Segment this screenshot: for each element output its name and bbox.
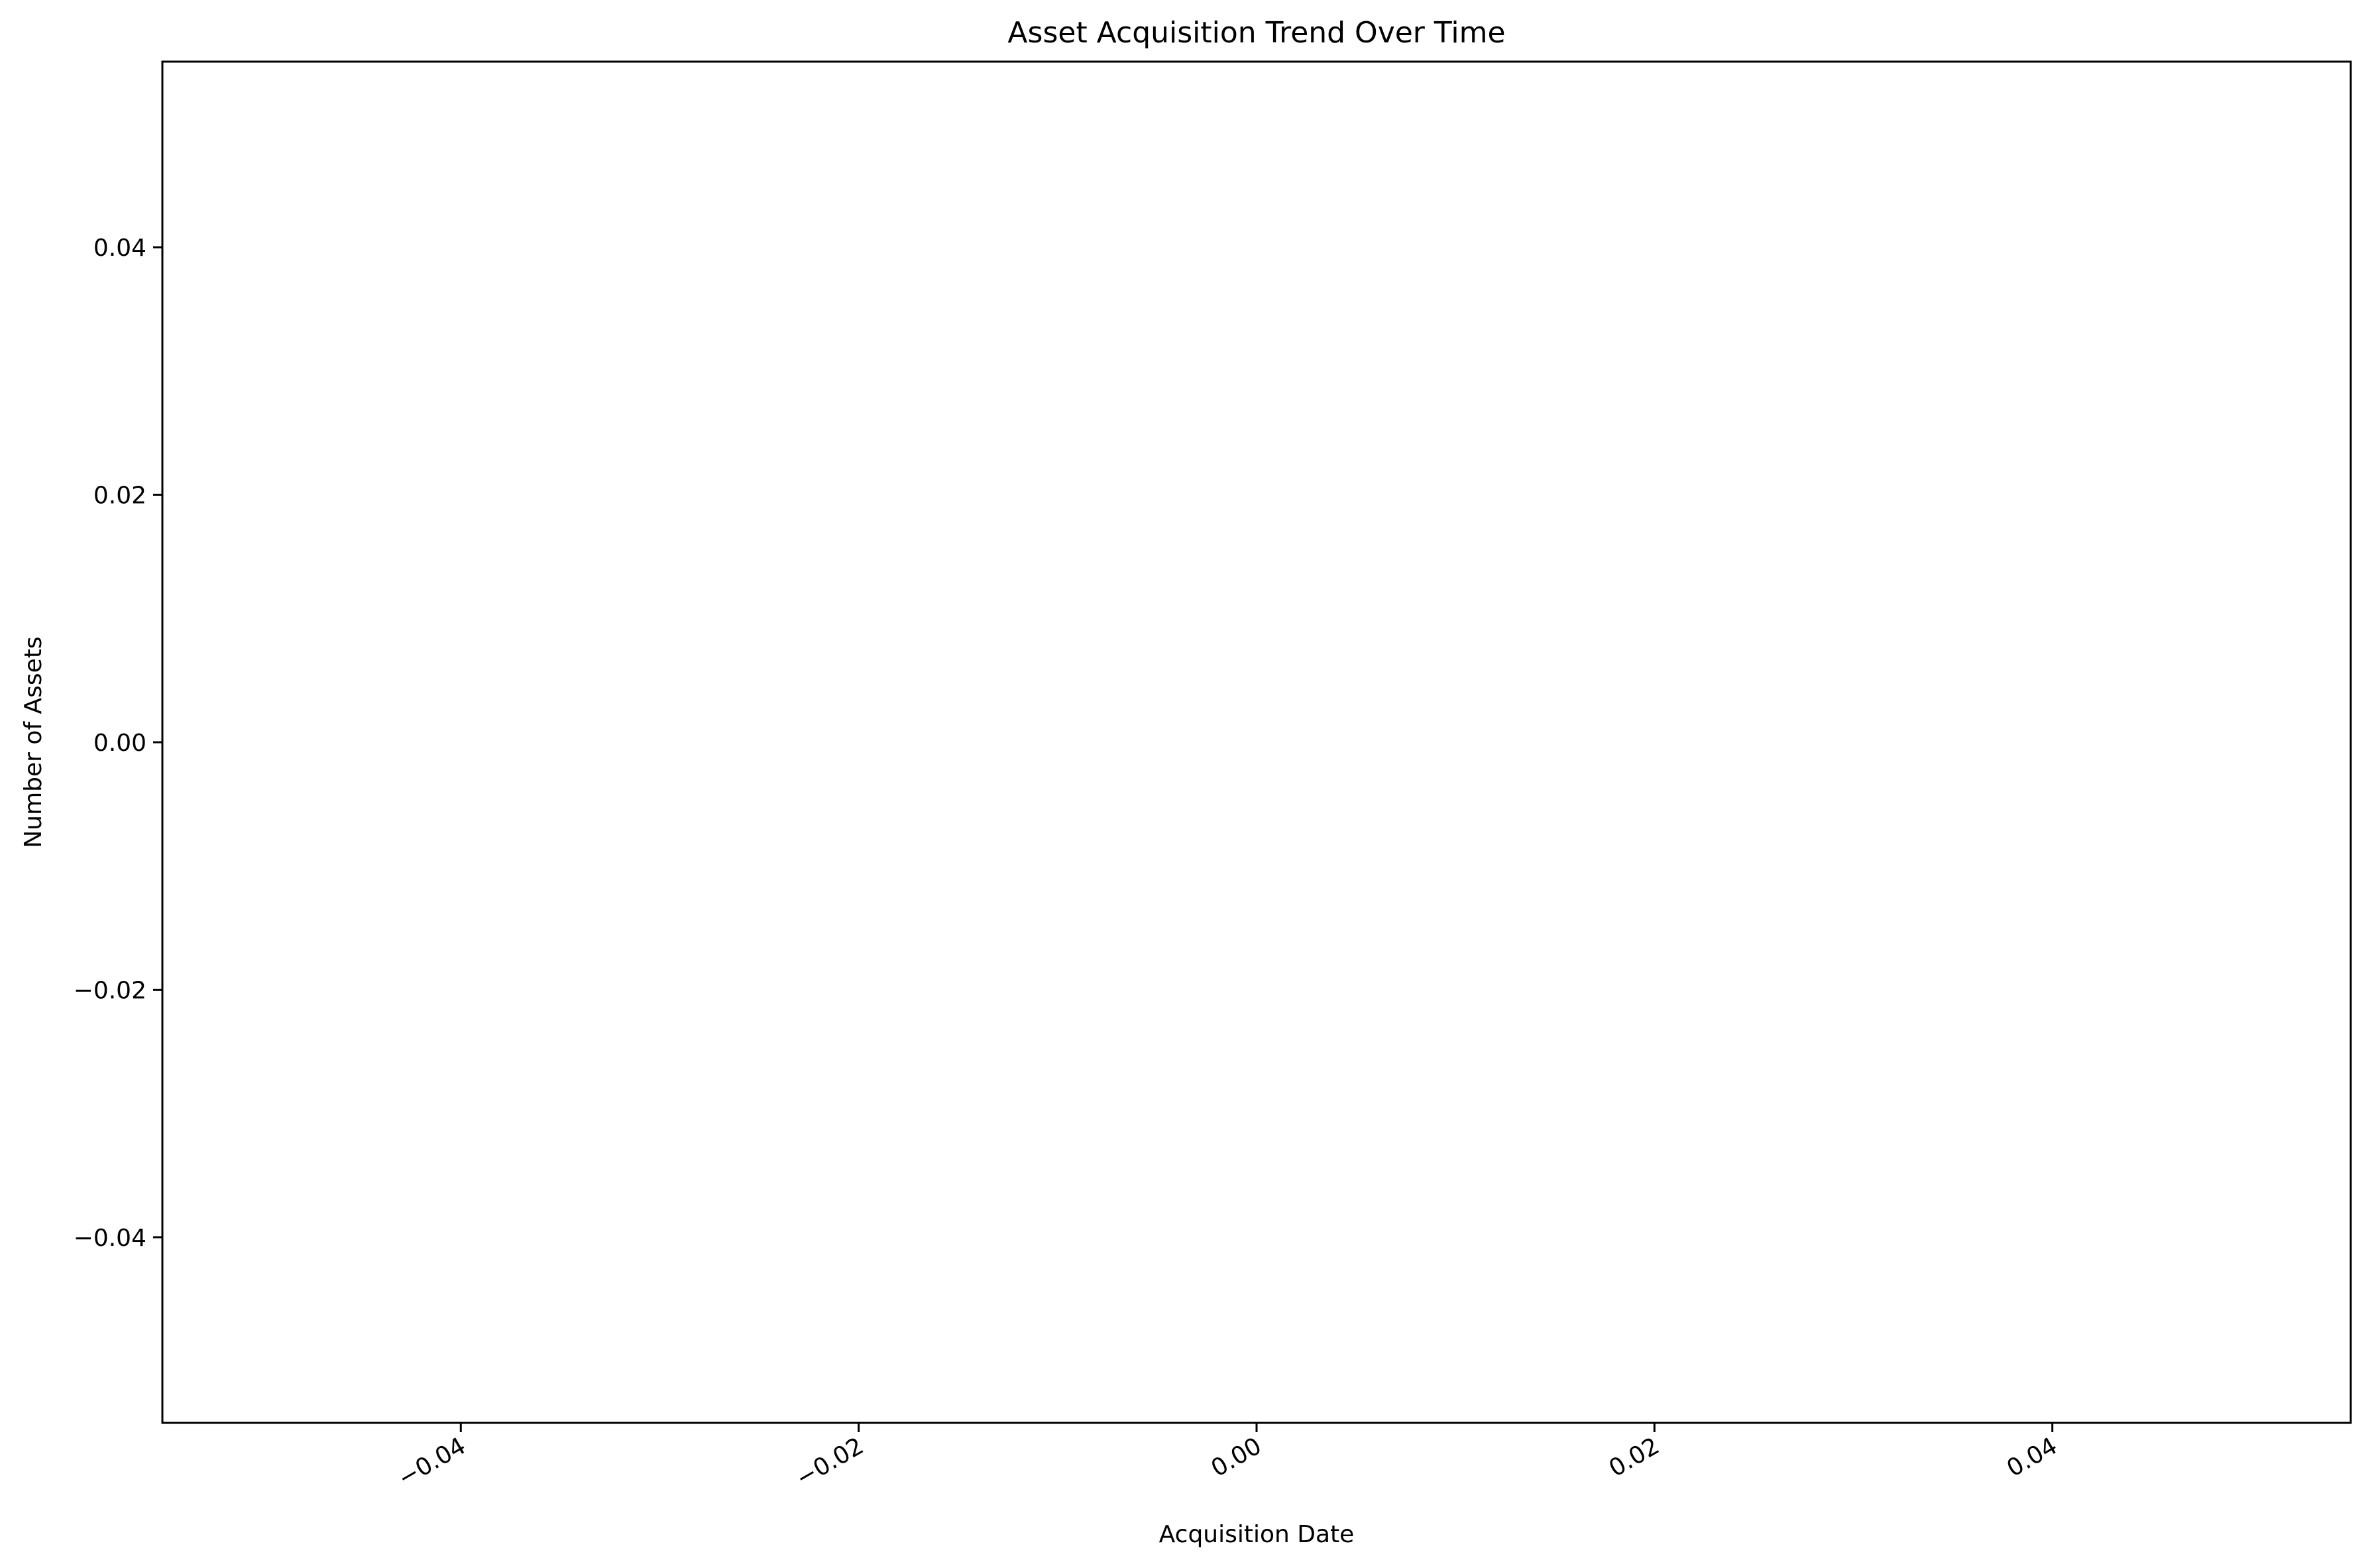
y-tick-label: 0.02 bbox=[93, 482, 146, 510]
y-axis-ticks: −0.04 −0.02 0.00 0.02 0.04 bbox=[74, 235, 162, 1252]
chart-title: Asset Acquisition Trend Over Time bbox=[1007, 16, 1505, 50]
y-tick-label: 0.04 bbox=[93, 235, 146, 262]
y-tick-label: −0.04 bbox=[74, 1225, 146, 1252]
y-axis-label: Number of Assets bbox=[20, 636, 47, 848]
y-tick-label: −0.02 bbox=[74, 977, 146, 1004]
y-tick-label: 0.00 bbox=[93, 730, 146, 757]
x-axis-label: Acquisition Date bbox=[1159, 1521, 1355, 1548]
